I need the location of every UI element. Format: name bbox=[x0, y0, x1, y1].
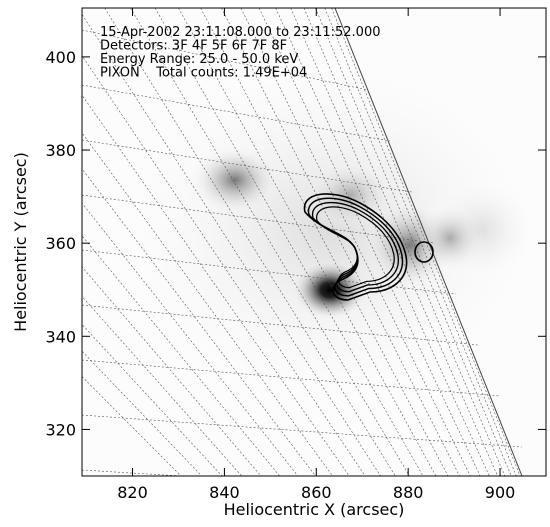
annotations: 15-Apr-2002 23:11:08.000 to 23:11:52.000… bbox=[100, 25, 381, 81]
source-blob bbox=[292, 260, 368, 320]
meridian bbox=[82, 13, 381, 476]
meridian bbox=[82, 295, 242, 476]
meridian bbox=[303, 8, 506, 476]
parallel bbox=[82, 84, 390, 142]
diffuse-emission bbox=[100, 40, 546, 420]
meridian bbox=[178, 8, 437, 476]
meridian bbox=[275, 8, 490, 476]
contour bbox=[414, 241, 434, 263]
y-tick-label: 340 bbox=[45, 327, 76, 346]
y-tick-label: 360 bbox=[45, 234, 76, 253]
meridian bbox=[82, 350, 202, 476]
x-axis-label: Heliocentric X (arcsec) bbox=[224, 500, 405, 519]
source-blob bbox=[190, 145, 280, 215]
x-tick-label: 820 bbox=[117, 483, 148, 502]
solar-limb bbox=[334, 8, 523, 476]
y-tick-label: 380 bbox=[45, 141, 76, 160]
x-tick-label: 880 bbox=[393, 483, 424, 502]
meridian bbox=[82, 235, 280, 476]
parallel bbox=[82, 469, 186, 476]
meridian bbox=[221, 8, 460, 476]
parallel bbox=[82, 359, 500, 397]
y-axis-label: Heliocentric Y (arcsec) bbox=[11, 152, 30, 332]
meridian bbox=[200, 8, 449, 476]
annotation: Energy Range: 25.0 - 50.0 keV bbox=[100, 52, 298, 67]
annotation: 15-Apr-2002 23:11:08.000 to 23:11:52.000 bbox=[100, 25, 381, 40]
x-tick-label: 840 bbox=[209, 483, 240, 502]
annotation: PIXON Total counts: 1.49E+04 bbox=[100, 66, 307, 81]
contours bbox=[303, 193, 434, 301]
annotation: Detectors: 3F 4F 5F 6F 7F 8F bbox=[100, 39, 287, 54]
meridian bbox=[290, 8, 498, 476]
meridian bbox=[82, 202, 299, 476]
y-tick-label: 320 bbox=[45, 420, 76, 439]
y-tick-label: 400 bbox=[45, 48, 76, 67]
x-tick-label: 900 bbox=[485, 483, 516, 502]
heliographic-grid bbox=[82, 8, 522, 476]
plot-frame bbox=[81, 7, 547, 477]
meridian bbox=[240, 8, 471, 476]
parallel bbox=[82, 414, 522, 448]
meridian bbox=[82, 168, 316, 476]
meridian bbox=[82, 94, 350, 476]
meridian bbox=[82, 266, 262, 476]
source-blob bbox=[305, 160, 395, 230]
meridian bbox=[82, 132, 333, 476]
meridian bbox=[154, 8, 424, 476]
parallel bbox=[82, 194, 434, 244]
meridian bbox=[130, 8, 410, 476]
image bbox=[82, 8, 546, 476]
meridian bbox=[315, 8, 512, 476]
parallel bbox=[82, 29, 368, 91]
x-tick-label: 860 bbox=[301, 483, 332, 502]
